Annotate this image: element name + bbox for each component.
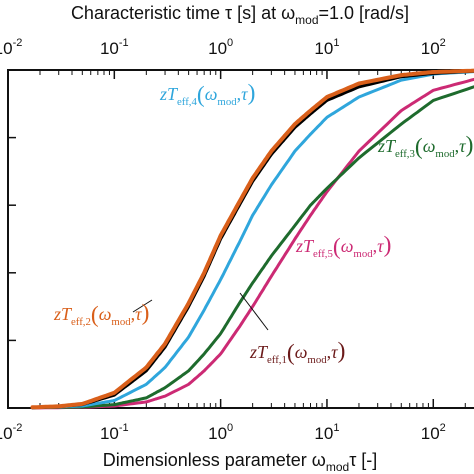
series-label-1: zTeff,1(ωmod,τ) — [249, 338, 345, 366]
top-tick-labels: 10-2 10-1 100 101 102 — [0, 37, 446, 58]
series-label-5: zTeff,5(ωmod,τ) — [295, 232, 391, 260]
bottom-axis-title-main: Dimensionless parameter ω — [103, 450, 326, 470]
top-axis-title: Characteristic time τ [s] at ωmod=1.0 [r… — [71, 3, 409, 27]
series-lines — [30, 68, 474, 410]
top-axis-title-rest: =1.0 [rad/s] — [319, 3, 410, 23]
top-tick-label: 102 — [421, 37, 446, 58]
series-labels: zTeff,4(ωmod,τ) zTeff,3(ωmod,τ) zTeff,5(ωm… — [53, 80, 473, 366]
bottom-tick-label: 101 — [314, 422, 339, 443]
leader-lines — [132, 292, 269, 331]
bottom-axis-title: Dimensionless parameter ωmodτ [-] — [103, 450, 378, 474]
series-line-4 — [31, 70, 474, 410]
top-tick-label: 10-2 — [0, 37, 22, 58]
series-label-3: zTeff,3(ωmod,τ) — [377, 132, 473, 160]
bottom-tick-label: 100 — [208, 422, 233, 443]
leader-line-2 — [132, 299, 153, 313]
series-label-4: zTeff,4(ωmod,τ) — [159, 80, 255, 108]
top-axis-title-main: Characteristic time τ [s] at ω — [71, 3, 295, 23]
bottom-tick-label: 10-1 — [100, 422, 129, 443]
bottom-tick-label: 102 — [421, 422, 446, 443]
top-tick-label: 100 — [208, 37, 233, 58]
top-tick-label: 10-1 — [100, 37, 129, 58]
series-line-5 — [31, 77, 474, 410]
top-tick-label: 101 — [314, 37, 339, 58]
leader-line-1 — [239, 292, 269, 331]
bottom-axis-title-rest: τ [-] — [349, 450, 377, 470]
bottom-tick-label: 10-2 — [0, 422, 22, 443]
plot-frame — [7, 69, 474, 409]
plot-area — [7, 68, 474, 410]
series-label-2: zTeff,2(ωmod,τ) — [53, 300, 149, 328]
series-line-2 — [30, 68, 474, 410]
series-line-3 — [31, 85, 474, 410]
bottom-tick-labels: 10-2 10-1 100 101 102 — [0, 422, 446, 443]
top-axis-title-sub: mod — [295, 13, 318, 27]
bottom-axis-title-sub: mod — [326, 460, 349, 474]
